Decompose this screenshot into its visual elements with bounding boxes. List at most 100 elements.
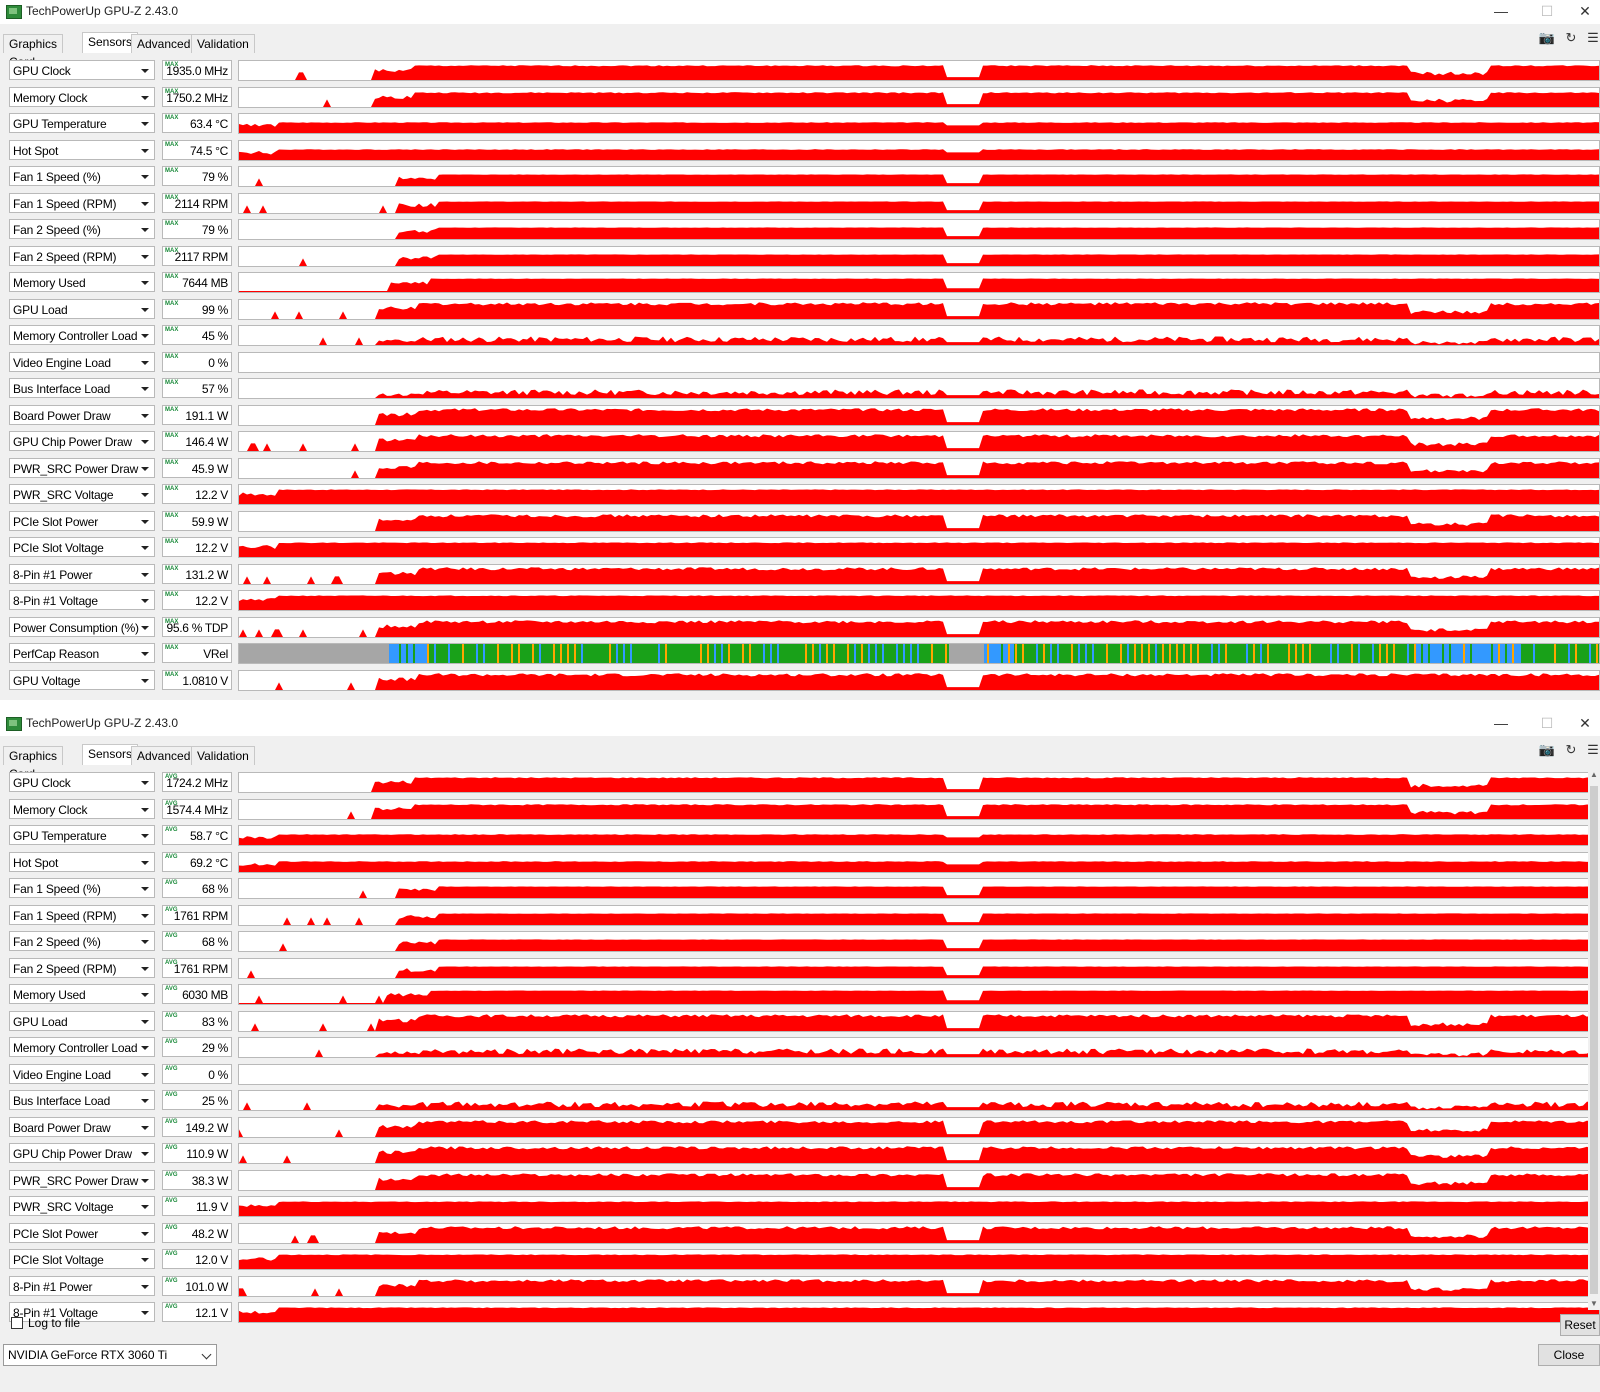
sensor-graph-pwr-src-voltage[interactable]: [238, 1196, 1600, 1217]
sensor-graph-memory-used[interactable]: [238, 984, 1600, 1005]
sensor-graph-gpu-voltage[interactable]: [238, 669, 1600, 691]
sensor-graph-pcie-slot-voltage[interactable]: [238, 537, 1600, 558]
sensor-graph-hot-spot[interactable]: [238, 851, 1600, 873]
sensor-graph-pcie-slot-power[interactable]: [238, 1222, 1600, 1244]
sensor-select-pcie-slot-power[interactable]: PCIe Slot Power: [9, 1222, 155, 1243]
sensor-select-fan-1-speed[interactable]: Fan 1 Speed (%): [9, 878, 155, 898]
tab-validation[interactable]: Validation: [191, 746, 255, 765]
sensor-select-gpu-load[interactable]: GPU Load: [9, 1010, 155, 1031]
scroll-up-icon[interactable]: ▲: [1590, 770, 1598, 779]
sensor-graph-video-engine-load[interactable]: [238, 1063, 1600, 1085]
sensor-graph-gpu-clock[interactable]: [238, 772, 1600, 793]
sensor-select-pcie-slot-power[interactable]: PCIe Slot Power: [9, 510, 155, 531]
sensor-select-gpu-clock[interactable]: GPU Clock: [9, 60, 155, 80]
sensor-graph-8-pin-1-voltage[interactable]: [238, 590, 1600, 611]
sensor-graph-gpu-chip-power-draw[interactable]: [238, 1143, 1600, 1164]
sensor-select-fan-2-speed-rpm[interactable]: Fan 2 Speed (RPM): [9, 957, 155, 978]
refresh-icon[interactable]: ↻: [1565, 30, 1577, 45]
sensor-select-fan-2-speed[interactable]: Fan 2 Speed (%): [9, 219, 155, 239]
sensor-select-fan-2-speed[interactable]: Fan 2 Speed (%): [9, 931, 155, 951]
close-icon[interactable]: ✕: [1579, 3, 1591, 19]
sensor-select-board-power-draw[interactable]: Board Power Draw: [9, 1116, 155, 1137]
sensor-graph-fan-2-speed-rpm[interactable]: [238, 245, 1600, 267]
sensor-graph-pcie-slot-voltage[interactable]: [238, 1249, 1600, 1270]
sensor-select-memory-clock[interactable]: Memory Clock: [9, 86, 155, 107]
sensor-select-pwr-src-voltage[interactable]: PWR_SRC Voltage: [9, 484, 155, 504]
camera-icon[interactable]: 📷: [1538, 742, 1556, 757]
tab-sensors[interactable]: Sensors: [82, 744, 139, 765]
sensor-graph-memory-used[interactable]: [238, 272, 1600, 293]
sensor-select-perfcap-reason[interactable]: PerfCap Reason: [9, 643, 155, 663]
sensor-select-8-pin-1-power[interactable]: 8-Pin #1 Power: [9, 1275, 155, 1296]
sensor-graph-memory-clock[interactable]: [238, 86, 1600, 108]
minimize-icon[interactable]: —: [1494, 3, 1508, 19]
sensor-select-8-pin-1-power[interactable]: 8-Pin #1 Power: [9, 563, 155, 584]
sensor-graph-gpu-temperature[interactable]: [238, 825, 1600, 846]
sensor-graph-memory-controller-load[interactable]: [238, 325, 1600, 346]
gpu-select[interactable]: NVIDIA GeForce RTX 3060 Ti: [3, 1344, 217, 1366]
sensor-graph-memory-clock[interactable]: [238, 798, 1600, 820]
sensor-select-pwr-src-power-draw[interactable]: PWR_SRC Power Draw: [9, 457, 155, 478]
sensor-graph-fan-2-speed[interactable]: [238, 931, 1600, 952]
sensor-select-pwr-src-power-draw[interactable]: PWR_SRC Power Draw: [9, 1169, 155, 1190]
camera-icon[interactable]: 📷: [1538, 30, 1556, 45]
sensor-select-video-engine-load[interactable]: Video Engine Load: [9, 1063, 155, 1084]
sensor-select-8-pin-1-voltage[interactable]: 8-Pin #1 Voltage: [9, 590, 155, 610]
sensor-select-board-power-draw[interactable]: Board Power Draw: [9, 404, 155, 425]
sensor-select-hot-spot[interactable]: Hot Spot: [9, 851, 155, 872]
sensor-graph-video-engine-load[interactable]: [238, 351, 1600, 373]
refresh-icon[interactable]: ↻: [1565, 742, 1577, 757]
sensor-graph-board-power-draw[interactable]: [238, 404, 1600, 426]
sensor-graph-fan-2-speed[interactable]: [238, 219, 1600, 240]
sensor-graph-8-pin-1-power[interactable]: [238, 563, 1600, 585]
menu-icon[interactable]: ☰: [1587, 742, 1599, 757]
sensor-select-gpu-chip-power-draw[interactable]: GPU Chip Power Draw: [9, 1143, 155, 1163]
sensor-graph-pcie-slot-power[interactable]: [238, 510, 1600, 532]
reset-button[interactable]: Reset: [1560, 1314, 1600, 1336]
sensor-select-pcie-slot-voltage[interactable]: PCIe Slot Voltage: [9, 537, 155, 557]
sensor-select-gpu-chip-power-draw[interactable]: GPU Chip Power Draw: [9, 431, 155, 451]
maximize-icon[interactable]: ☐: [1540, 3, 1554, 19]
sensor-select-memory-clock[interactable]: Memory Clock: [9, 798, 155, 819]
sensor-graph-8-pin-1-voltage[interactable]: [238, 1302, 1600, 1323]
sensor-select-fan-1-speed-rpm[interactable]: Fan 1 Speed (RPM): [9, 192, 155, 213]
sensor-select-bus-interface-load[interactable]: Bus Interface Load: [9, 378, 155, 398]
sensor-graph-gpu-chip-power-draw[interactable]: [238, 431, 1600, 452]
maximize-icon[interactable]: ☐: [1540, 715, 1554, 731]
sensor-graph-fan-1-speed[interactable]: [238, 878, 1600, 899]
sensor-select-memory-controller-load[interactable]: Memory Controller Load: [9, 1037, 155, 1057]
sensor-graph-gpu-load[interactable]: [238, 1010, 1600, 1032]
sensor-graph-8-pin-1-power[interactable]: [238, 1275, 1600, 1297]
sensor-select-gpu-clock[interactable]: GPU Clock: [9, 772, 155, 792]
sensor-graph-bus-interface-load[interactable]: [238, 378, 1600, 399]
sensor-graph-power-consumption[interactable]: [238, 616, 1600, 638]
sensor-select-gpu-voltage[interactable]: GPU Voltage: [9, 669, 155, 690]
scrollbar-thumb[interactable]: [1590, 786, 1598, 1294]
sensor-graph-fan-1-speed-rpm[interactable]: [238, 192, 1600, 214]
sensor-select-gpu-load[interactable]: GPU Load: [9, 298, 155, 319]
sensor-graph-bus-interface-load[interactable]: [238, 1090, 1600, 1111]
sensor-select-memory-controller-load[interactable]: Memory Controller Load: [9, 325, 155, 345]
sensor-graph-pwr-src-power-draw[interactable]: [238, 457, 1600, 479]
sensor-select-power-consumption[interactable]: Power Consumption (%): [9, 616, 155, 637]
sensor-graph-gpu-load[interactable]: [238, 298, 1600, 320]
tab-advanced[interactable]: Advanced: [131, 746, 197, 765]
close-icon[interactable]: ✕: [1579, 715, 1591, 731]
sensor-select-hot-spot[interactable]: Hot Spot: [9, 139, 155, 160]
log-to-file-checkbox[interactable]: [11, 1317, 23, 1329]
tab-graphics-card[interactable]: Graphics Card: [3, 746, 64, 781]
sensor-graph-fan-2-speed-rpm[interactable]: [238, 957, 1600, 979]
menu-icon[interactable]: ☰: [1587, 30, 1599, 45]
sensor-graph-pwr-src-power-draw[interactable]: [238, 1169, 1600, 1191]
sensor-graph-fan-1-speed[interactable]: [238, 166, 1600, 187]
sensor-graph-pwr-src-voltage[interactable]: [238, 484, 1600, 505]
sensor-select-fan-1-speed[interactable]: Fan 1 Speed (%): [9, 166, 155, 186]
sensor-graph-board-power-draw[interactable]: [238, 1116, 1600, 1138]
sensor-graph-fan-1-speed-rpm[interactable]: [238, 904, 1600, 926]
scroll-down-icon[interactable]: ▼: [1590, 1299, 1598, 1308]
sensor-select-8-pin-1-voltage[interactable]: 8-Pin #1 Voltage: [9, 1302, 155, 1322]
tab-graphics-card[interactable]: Graphics Card: [3, 34, 64, 69]
sensor-select-fan-2-speed-rpm[interactable]: Fan 2 Speed (RPM): [9, 245, 155, 266]
sensor-select-gpu-temperature[interactable]: GPU Temperature: [9, 113, 155, 133]
sensor-select-pcie-slot-voltage[interactable]: PCIe Slot Voltage: [9, 1249, 155, 1269]
